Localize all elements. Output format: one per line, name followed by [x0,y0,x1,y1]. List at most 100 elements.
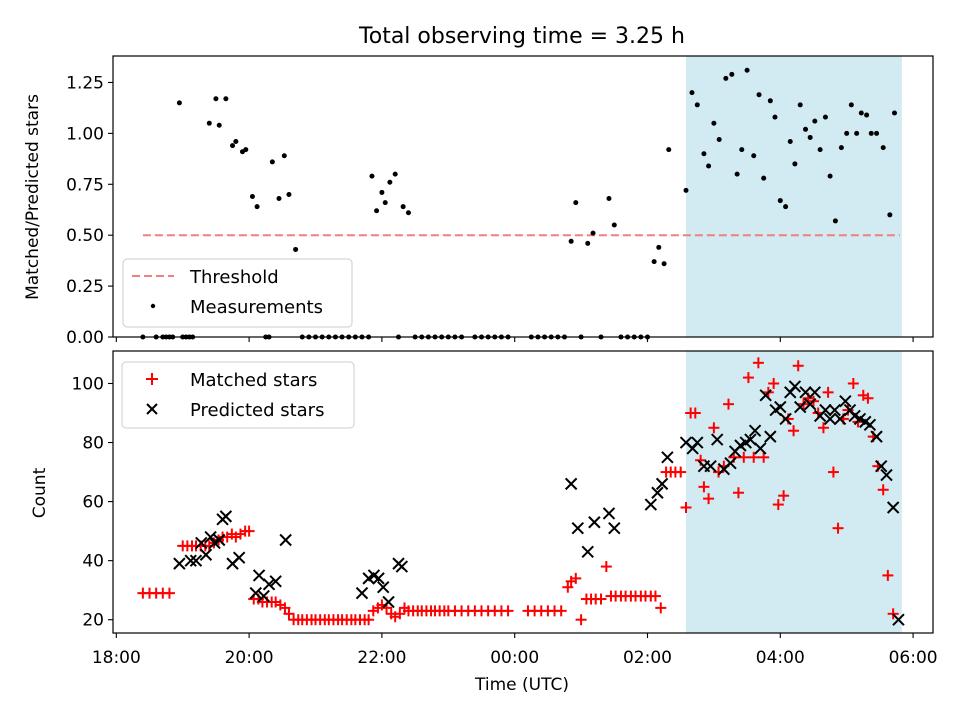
predicted-star-marker [870,430,883,443]
chart-title: Total observing time = 3.25 h [358,24,685,49]
bottom-y-axis: 20 40 60 80 100 [72,374,113,631]
measurement-point [276,196,282,202]
bottom-x-axis-label: Time (UTC) [474,675,569,695]
matched-star-marker [772,499,784,511]
bot-y-tick-label: 100 [72,374,104,394]
predicted-star-marker [774,400,787,414]
predicted-star-marker [602,507,616,520]
predicted-star-marker [661,451,674,464]
bottom-y-axis-label: Count [30,467,50,518]
bottom-panel: 20 40 60 80 100 18:00 20:00 22:00 00:00 02:00 04:… [30,350,938,695]
measurement-point [706,163,712,169]
predicted-star-marker [571,521,584,535]
bottom-legend: Matched stars Predicted stars [121,361,355,429]
measurement-point [249,194,255,199]
measurement-point [880,145,886,151]
measurement-point [374,208,380,214]
predicted-star-marker [249,586,262,600]
top-x-axis [115,337,914,342]
predicted-star-marker [823,412,837,426]
predicted-star-marker [828,403,841,417]
matched-star-marker [394,608,406,620]
predicted-star-marker [644,498,658,511]
predicted-star-marker [395,560,409,573]
top-legend: Threshold Measurements [122,258,353,328]
matched-star-marker [722,398,734,410]
predicted-star-marker [382,595,395,609]
matched-star-marker [768,377,780,389]
measurement-point [694,102,700,108]
top-y-tick-label: 0.25 [66,277,104,297]
measurement-point [379,189,385,195]
matched-star-marker [882,569,894,581]
matched-star-marker [600,561,612,573]
predicted-star-marker [886,501,900,514]
measurement-point [832,218,838,224]
matched-star-marker [832,522,844,534]
bottom-x-tick-label: 02:00 [623,648,672,668]
bot-y-tick-label: 60 [82,493,104,513]
measurement-point [176,100,182,106]
predicted-star-marker [793,400,807,414]
measurement-point [223,96,229,102]
measurement-point [723,75,729,81]
measurement-point [744,67,750,73]
predicted-star-marker [219,510,233,523]
bottom-x-axis: 18:00 20:00 22:00 00:00 02:00 04:00 06:00 [92,633,938,668]
measurement-point [751,153,757,159]
predicted-star-marker [199,548,213,561]
bottom-x-tick-label: 06:00 [889,648,938,668]
measurement-point [651,259,657,265]
measurement-point [683,187,689,193]
predicted-star-marker [372,572,385,585]
legend-measurements-swatch [150,303,156,309]
matched-star-marker [283,608,295,620]
bottom-x-tick-label: 22:00 [357,648,406,668]
measurement-point [729,71,735,77]
predicted-star-marker [863,418,877,432]
measurement-point [797,102,803,108]
predicted-star-marker [204,530,217,544]
matched-star-marker [163,587,175,599]
predicted-star-marker [189,554,203,567]
measurement-point [269,159,275,165]
bottom-x-tick-label: 04:00 [756,648,805,668]
top-y-tick-label: 1.25 [66,73,104,93]
predicted-star-marker [808,386,822,399]
matched-star-marker [822,386,834,398]
predicted-star-marker [764,430,777,443]
predicted-star-marker [608,521,621,535]
measurement-point [213,96,219,102]
legend-matched-swatch [146,373,158,385]
predicted-star-marker [711,433,724,446]
top-y-tick-label: 1.00 [66,124,104,144]
predicted-star-marker [232,551,246,564]
matched-star-marker [758,451,770,463]
matched-star-marker [680,502,692,514]
predicted-star-marker [779,412,792,426]
bottom-legend-box [121,361,355,429]
legend-matched-label: Matched stars [190,370,317,391]
matched-star-marker [655,602,667,614]
measurement-point [606,196,612,202]
measurement-point [783,204,789,210]
measurement-point [590,230,596,236]
predicted-star-marker [564,477,578,491]
matched-star-marker [842,404,854,416]
measurement-point [817,147,823,153]
measurement-point [369,173,375,179]
measurement-point [661,261,667,267]
matched-star-marker [788,425,800,437]
matched-star-marker [562,581,574,593]
measurement-point [585,240,591,246]
bot-y-tick-label: 80 [82,434,104,454]
measurement-point [792,161,798,167]
matched-star-marker [792,360,804,372]
measurement-point [392,171,398,177]
matched-star-marker [862,392,874,404]
measurement-point [656,244,662,250]
predicted-star-marker [279,533,292,547]
bottom-axes-frame [112,350,934,634]
predicted-star-marker [788,380,802,393]
measurement-point [868,130,874,136]
